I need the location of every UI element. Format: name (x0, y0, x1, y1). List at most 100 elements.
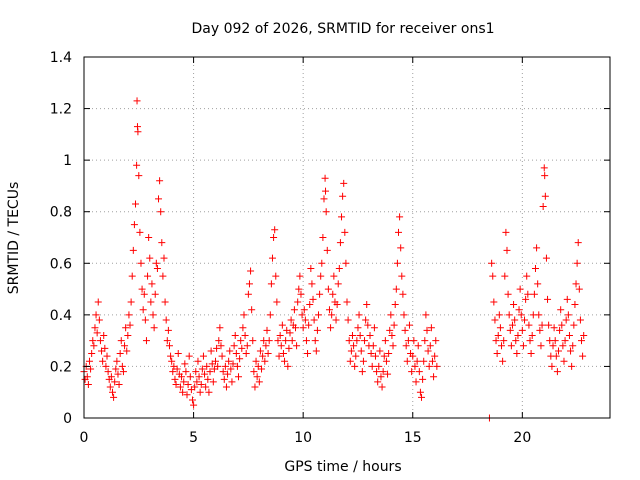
data-point (579, 352, 587, 360)
data-point (256, 347, 264, 355)
data-point (541, 192, 549, 200)
data-point (387, 311, 395, 319)
data-point (192, 368, 200, 376)
data-point (330, 272, 338, 280)
data-point (535, 311, 543, 319)
data-point (285, 344, 293, 352)
data-point (339, 192, 347, 200)
data-point (501, 272, 509, 280)
data-point (512, 337, 520, 345)
data-point (348, 331, 356, 339)
data-point (393, 259, 401, 267)
data-point (402, 342, 410, 350)
data-point (506, 326, 514, 334)
data-point (376, 347, 384, 355)
data-point (356, 331, 364, 339)
data-point (99, 357, 107, 365)
data-point (163, 337, 171, 345)
data-point (224, 370, 232, 378)
data-point (318, 259, 326, 267)
data-point (395, 228, 403, 236)
data-point (324, 285, 332, 293)
data-point (249, 337, 257, 345)
data-point (174, 350, 182, 358)
data-point (176, 383, 184, 391)
data-point (499, 357, 507, 365)
data-point (264, 350, 272, 358)
data-point (270, 234, 278, 241)
data-point (217, 342, 225, 350)
data-point (424, 347, 432, 355)
data-point (392, 285, 400, 293)
data-point (287, 316, 295, 324)
data-point (386, 326, 394, 334)
y-tick-label: 1 (63, 153, 72, 169)
data-point (327, 324, 335, 332)
data-point (354, 324, 362, 332)
data-point (525, 321, 533, 329)
data-point (182, 368, 190, 376)
data-point (261, 357, 269, 365)
data-point (113, 357, 121, 365)
data-point (227, 365, 235, 373)
data-point (378, 383, 386, 391)
data-point (343, 298, 351, 306)
data-point (573, 259, 581, 267)
data-point (89, 337, 97, 345)
axis-ticks (83, 56, 610, 419)
data-point (233, 362, 241, 370)
data-point (255, 378, 263, 386)
y-tick-label: 0.6 (50, 256, 72, 272)
data-point (262, 342, 270, 350)
data-point (366, 331, 374, 339)
data-point (133, 161, 141, 169)
data-point (572, 280, 580, 288)
data-point (350, 342, 358, 350)
data-point (130, 221, 138, 229)
data-point (226, 347, 234, 355)
data-point (300, 306, 308, 314)
data-point (274, 337, 282, 345)
y-axis-label: SRMTID / TECUs (6, 182, 22, 295)
data-point (405, 321, 413, 329)
data-point (427, 324, 435, 332)
data-point (126, 321, 134, 329)
data-point (137, 259, 145, 267)
x-tick-label: 0 (80, 430, 89, 446)
data-point (564, 311, 572, 319)
y-tick-labels: 0 0.2 0.4 0.6 0.8 1 1.2 1.4 (50, 50, 72, 427)
data-point (173, 365, 181, 373)
data-point (282, 337, 290, 345)
data-point (181, 360, 189, 368)
data-point (537, 342, 545, 350)
data-point (94, 298, 102, 306)
data-point (118, 362, 126, 370)
data-point (384, 370, 392, 378)
data-point (534, 280, 542, 288)
data-point (244, 290, 252, 298)
data-point (355, 311, 363, 319)
data-point (241, 331, 249, 339)
data-point (396, 213, 404, 221)
data-point (508, 321, 516, 329)
data-point (129, 246, 137, 254)
data-point (336, 239, 344, 247)
data-point (403, 357, 411, 365)
data-point (102, 362, 110, 370)
data-point (202, 383, 210, 391)
data-point (161, 298, 169, 306)
data-point (488, 259, 496, 267)
data-point (521, 316, 529, 324)
data-point (335, 264, 343, 272)
data-point (491, 316, 499, 324)
data-point (513, 350, 521, 358)
y-tick-label: 1.2 (50, 102, 72, 118)
data-point (370, 324, 378, 332)
data-point (258, 365, 266, 373)
data-point (117, 337, 125, 345)
data-point (288, 337, 296, 345)
data-point (431, 352, 439, 360)
data-point (312, 347, 320, 355)
data-point (362, 316, 370, 324)
data-point (504, 290, 512, 298)
